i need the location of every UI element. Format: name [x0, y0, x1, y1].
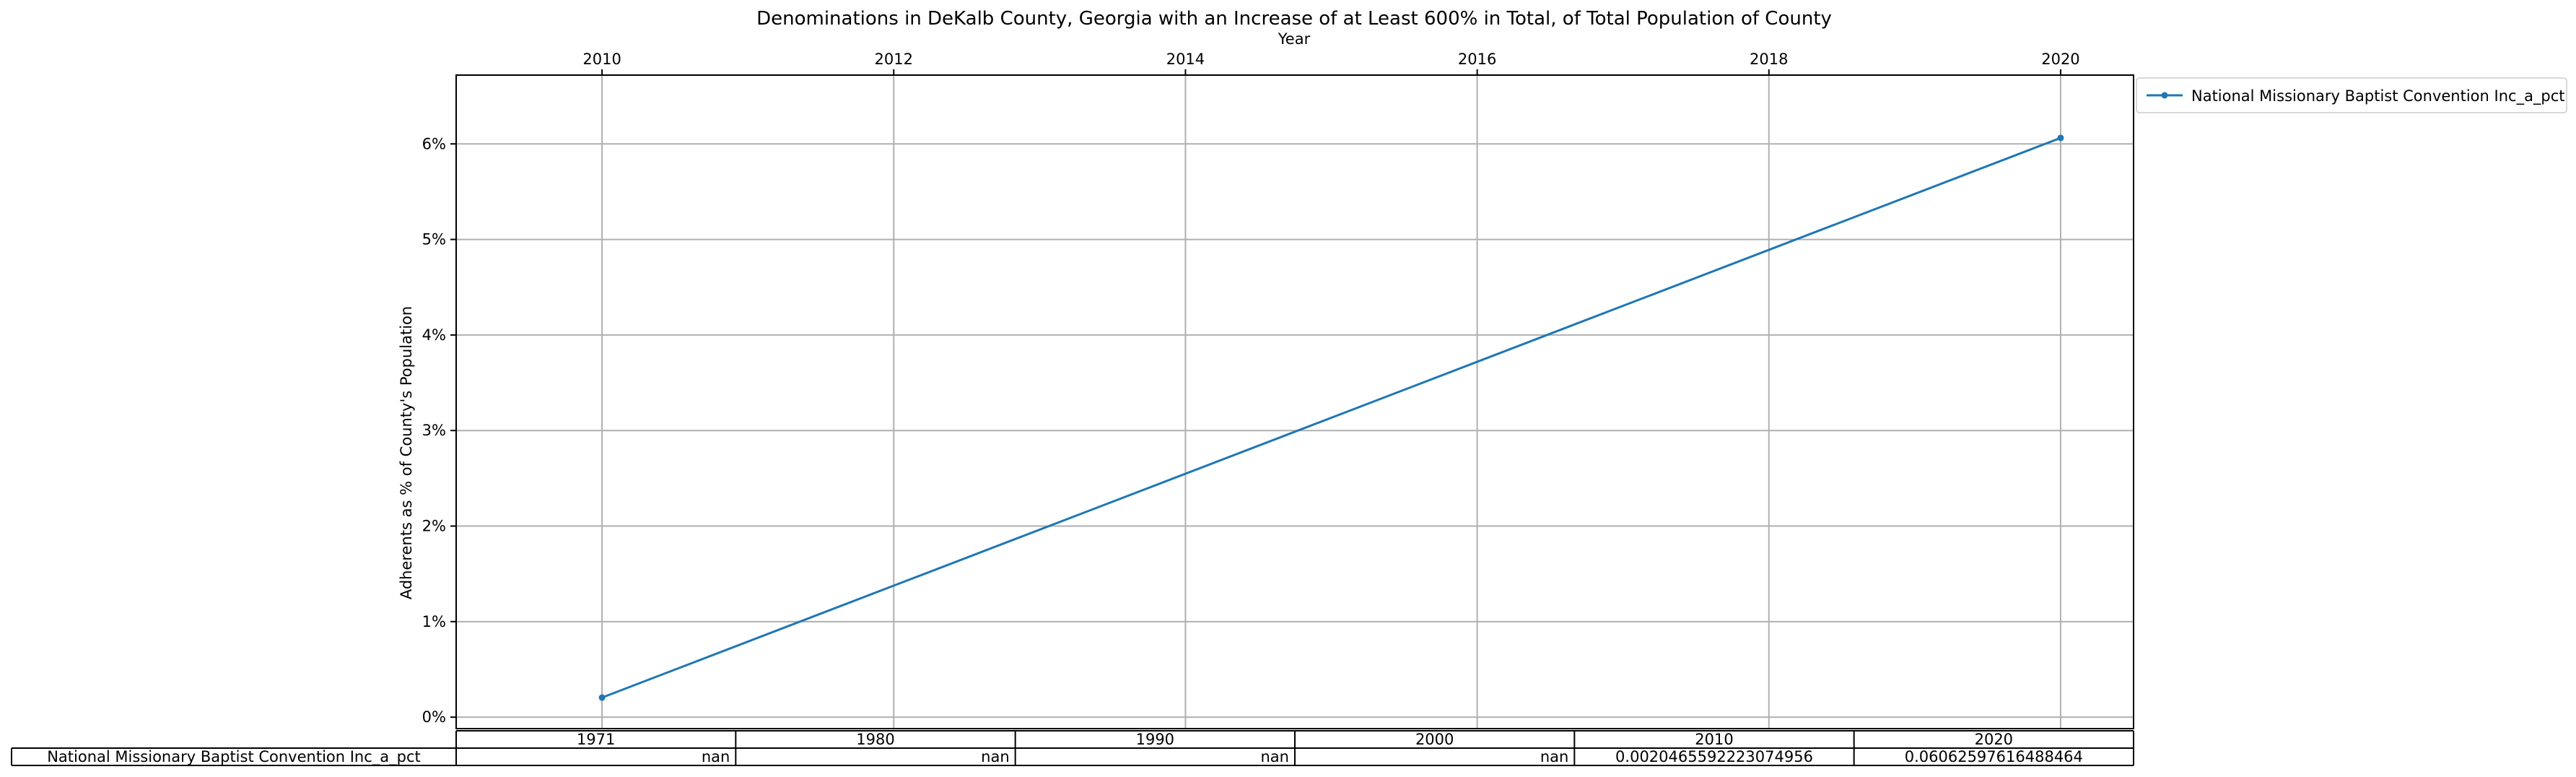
plot-frame — [455, 74, 2134, 729]
x-tick-label: 2020 — [2041, 51, 2079, 68]
data-point — [598, 694, 606, 701]
x-axis-label: Year — [1278, 30, 1311, 48]
y-tick-label: 1% — [422, 613, 446, 630]
table-row-label: National Missionary Baptist Convention I… — [47, 748, 421, 766]
table-cell: 0.0020465592223074956 — [1615, 748, 1813, 765]
y-tick-label: 3% — [422, 422, 446, 439]
table-column-header: 2010 — [1695, 731, 1733, 748]
table-cell: nan — [1540, 748, 1569, 765]
x-tick-label: 2016 — [1458, 51, 1496, 68]
table-column-header: 1990 — [1136, 731, 1174, 748]
x-tick-label: 2014 — [1166, 51, 1205, 68]
chart-title: Denominations in DeKalb County, Georgia … — [756, 8, 1832, 30]
legend: National Missionary Baptist Convention I… — [2136, 77, 2567, 113]
table-cell: 0.06062597616488464 — [1905, 748, 2083, 765]
grid — [456, 75, 2134, 729]
table-column-header: 2000 — [1415, 731, 1454, 748]
x-tick-label: 2010 — [582, 51, 621, 68]
table-column-header: 1971 — [577, 731, 615, 748]
series-layer — [598, 134, 2064, 701]
x-tick-label: 2018 — [1750, 51, 1788, 68]
y-tick-label: 5% — [422, 231, 446, 248]
table-column-header: 1980 — [856, 731, 894, 748]
legend-box — [2136, 77, 2567, 113]
table-cell: nan — [1261, 748, 1290, 765]
y-tick-label: 2% — [422, 518, 446, 535]
legend-marker — [2161, 92, 2168, 99]
data-point — [2057, 134, 2064, 142]
x-tick-label: 2012 — [875, 51, 913, 68]
y-tick-label: 0% — [422, 708, 446, 726]
y-axis-label: Adherents as % of County's Population — [398, 306, 415, 599]
axis-ticks: 2010 2012 2014 2016 2018 2020 0% 1% 2% 3% 4% 5% 6% — [422, 51, 2080, 726]
series-line — [601, 136, 2061, 699]
table-cell: nan — [981, 748, 1010, 765]
y-tick-label: 4% — [422, 326, 446, 344]
y-tick-label: 6% — [422, 135, 446, 152]
data-table: 1971 1980 1990 2000 2010 2020 National Mission… — [11, 730, 2134, 766]
table-column-header: 2020 — [1975, 731, 2013, 748]
table-cell: nan — [702, 748, 730, 765]
legend-entry-label: National Missionary Baptist Convention I… — [2191, 87, 2565, 105]
